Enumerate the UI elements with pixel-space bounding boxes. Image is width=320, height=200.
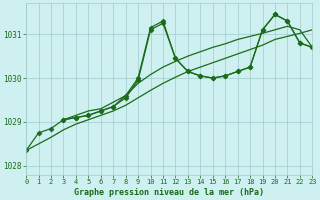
X-axis label: Graphe pression niveau de la mer (hPa): Graphe pression niveau de la mer (hPa)	[74, 188, 264, 197]
